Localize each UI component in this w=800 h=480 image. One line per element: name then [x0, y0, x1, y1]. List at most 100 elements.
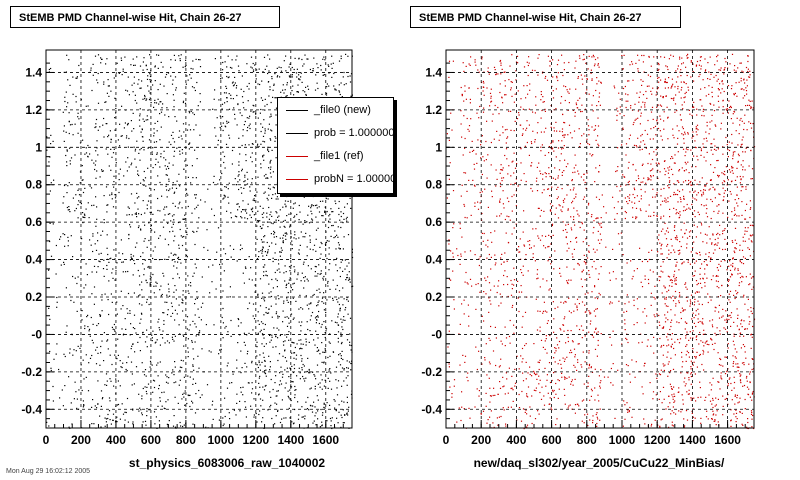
data-point — [638, 342, 640, 344]
data-point — [113, 175, 115, 177]
data-point — [275, 219, 277, 221]
data-point — [304, 418, 306, 420]
data-point — [461, 303, 463, 305]
data-point — [167, 309, 169, 311]
data-point — [140, 228, 142, 230]
data-point — [627, 202, 629, 205]
data-point — [274, 232, 276, 234]
data-point — [520, 420, 523, 422]
data-point — [106, 268, 108, 270]
data-point — [502, 167, 504, 169]
data-point — [714, 306, 716, 308]
data-point — [565, 224, 567, 226]
data-point — [734, 65, 736, 67]
data-point — [183, 345, 185, 347]
data-point — [343, 368, 345, 370]
data-point — [317, 383, 319, 385]
data-point — [317, 227, 319, 229]
data-point — [268, 70, 270, 72]
data-point — [538, 375, 540, 377]
data-point — [225, 92, 227, 94]
data-point — [265, 311, 267, 314]
data-point — [714, 167, 716, 169]
data-point — [274, 73, 276, 75]
data-point — [650, 175, 652, 177]
data-point — [236, 402, 238, 404]
data-point — [288, 339, 290, 341]
data-point — [656, 91, 658, 93]
data-point — [625, 212, 627, 214]
data-point — [521, 361, 523, 363]
data-point — [496, 417, 498, 419]
data-point — [319, 273, 321, 275]
data-point — [274, 382, 276, 384]
data-point — [110, 293, 112, 295]
data-point — [256, 191, 258, 193]
data-point — [302, 363, 304, 366]
data-point — [52, 140, 54, 142]
data-point — [348, 271, 350, 273]
data-point — [468, 130, 470, 132]
data-point — [284, 89, 286, 91]
data-point — [679, 211, 681, 213]
data-point — [87, 390, 90, 392]
data-point — [549, 175, 551, 178]
data-point — [322, 412, 324, 414]
data-point — [511, 54, 513, 56]
data-point — [159, 166, 161, 168]
data-point — [116, 313, 118, 315]
data-point — [182, 290, 184, 292]
data-point — [294, 394, 296, 396]
data-point — [189, 376, 191, 378]
data-point — [493, 426, 495, 428]
data-point — [553, 357, 555, 359]
data-point — [142, 252, 144, 254]
data-point — [540, 131, 542, 133]
data-point — [269, 58, 271, 60]
data-point — [534, 373, 536, 375]
data-point — [154, 423, 156, 425]
data-point — [236, 260, 238, 262]
data-point — [138, 295, 140, 297]
data-point — [284, 369, 286, 371]
data-point — [622, 127, 624, 129]
data-point — [577, 76, 579, 78]
data-point — [130, 193, 133, 195]
data-point — [270, 222, 272, 224]
data-point — [729, 314, 731, 316]
data-point — [307, 328, 309, 331]
data-point — [257, 210, 259, 212]
data-point — [292, 381, 294, 383]
data-point — [283, 302, 285, 304]
data-point — [301, 321, 303, 323]
data-point — [261, 297, 263, 299]
data-point — [563, 330, 565, 332]
data-point — [506, 260, 508, 262]
data-point — [304, 91, 306, 93]
data-point — [537, 57, 539, 59]
data-point — [581, 270, 583, 273]
data-point — [598, 66, 600, 68]
data-point — [522, 358, 524, 360]
data-point — [236, 216, 238, 218]
data-point — [207, 249, 209, 251]
data-point — [611, 302, 613, 304]
data-point — [107, 417, 109, 420]
data-point — [622, 174, 624, 176]
data-point — [139, 350, 141, 352]
data-point — [139, 294, 141, 296]
data-point — [491, 241, 493, 243]
data-point — [186, 328, 188, 330]
data-point — [300, 325, 302, 327]
data-point — [552, 147, 554, 149]
data-point — [194, 208, 196, 210]
data-point — [280, 247, 282, 249]
data-point — [292, 371, 295, 374]
data-point — [260, 143, 262, 145]
data-point — [81, 238, 83, 240]
data-point — [742, 176, 744, 178]
data-point — [493, 138, 495, 140]
data-point — [114, 97, 116, 99]
data-point — [627, 411, 629, 413]
data-point — [189, 129, 192, 131]
